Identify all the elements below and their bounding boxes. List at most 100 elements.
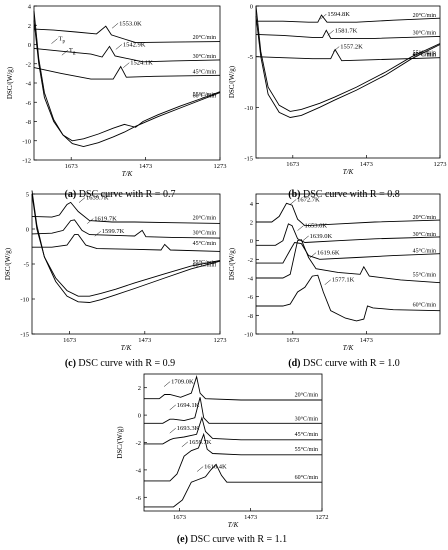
annotation-arrow-e-2 (169, 427, 176, 434)
series-label-e-1: 30°C/min (295, 415, 318, 422)
y-tick-label-a: -8 (26, 119, 31, 126)
series-label-e-0: 20°C/min (295, 391, 318, 398)
series-label-b-2: 45°C/min (413, 51, 436, 58)
panel-e: -6 -4 -2 0 2 1673 1473 1272 DSC/(W/g) T/K 20°C/min… (112, 368, 336, 545)
series-label-a-1: 30°C/min (193, 53, 216, 60)
chart-d: -10 -8 -6 -4 -2 0 2 4 1673 1473 DSC/(W/g) T/K 20°C/m… (228, 193, 441, 352)
panel-b: -15 -10 -5 0 1673 1473 1273 DSC/(W/g) T/K 20°C/mi… (224, 0, 448, 201)
annotation-d-3: 1619.6K (317, 250, 340, 257)
caption-e: (e) DSC curve with R = 1.1 (132, 534, 332, 545)
y-tick-label-e: 0 (138, 413, 141, 420)
series-line-e-3 (144, 432, 322, 482)
series-label-d-4: 60°C/min (413, 301, 436, 308)
y-tick-label-b: -10 (244, 105, 253, 112)
y-tick-label-c: 0 (26, 227, 29, 234)
series-line-a-4 (33, 10, 221, 147)
annotation-arrow-b-2 (333, 46, 340, 52)
y-tick-label-a: -12 (22, 158, 31, 165)
annotation-c-1: 1619.7K (94, 216, 117, 223)
series-label-c-0: 20°C/min (193, 215, 216, 222)
x-tick-label-b: 1273 (434, 161, 447, 168)
y-tick-label-a: -2 (26, 61, 31, 68)
series-label-c-2: 45°C/min (193, 240, 216, 247)
annotation-arrow-d-3 (309, 252, 317, 258)
y-tick-label-d: -10 (244, 332, 253, 339)
series-line-d-3 (256, 239, 441, 284)
annotation-arrow-c-1 (87, 218, 94, 224)
caption-b-text: DSC curve with R = 0.8 (302, 189, 400, 200)
y-axis-label-d: DSC/(W/g) (228, 247, 236, 280)
series-line-d-1 (256, 223, 441, 246)
annotation-b-2: 1557.2K (340, 44, 363, 51)
plot-frame-d (255, 193, 441, 335)
caption-e-text: DSC curve with R = 1.1 (190, 534, 288, 545)
y-tick-label-d: -8 (248, 313, 253, 320)
panel-a: -12 -10 -8 -6 -4 -2 0 2 4 1673 1473 1273 DSC/(W/g) T/… (0, 0, 227, 201)
annotation-arrow-a-1 (61, 50, 69, 56)
y-tick-label-a: 0 (28, 42, 31, 49)
y-tick-label-a: 4 (28, 4, 32, 11)
x-tick-label-d: 1673 (286, 337, 299, 344)
x-tick-label-c: 1273 (214, 337, 227, 344)
series-line-b-3 (255, 5, 441, 112)
panel-d: -10 -8 -6 -4 -2 0 2 4 1673 1473 DSC/(W/g) T/K 20°C/m… (224, 188, 448, 369)
series-label-c-1: 30°C/min (193, 229, 216, 236)
y-tick-label-d: 4 (250, 201, 254, 208)
y-tick-label-c: 5 (26, 192, 29, 199)
x-tick-label-a: 1273 (214, 163, 227, 170)
annotation-e-3: 1659.7K (189, 439, 212, 446)
chart-c: -15 -10 -5 0 5 1673 1473 1273 DSC/(W/g) T/K 20°C/m… (4, 190, 227, 352)
chart-e: -6 -4 -2 0 2 1673 1473 1272 DSC/(W/g) T/K 20°C/min… (116, 373, 329, 529)
x-tick-label-c: 1473 (138, 337, 151, 344)
annotation-arrow-e-3 (181, 441, 189, 448)
y-axis-label-c: DSC/(W/g) (4, 247, 12, 280)
series-label-d-3: 55°C/min (413, 271, 436, 278)
series-label-b-3: 55°C/min (413, 50, 436, 57)
series-line-b-2 (255, 48, 441, 62)
annotation-a-4: 1524.1K (130, 60, 153, 67)
series-line-b-1 (255, 29, 441, 39)
series-label-c-3: 55°C/min (193, 259, 216, 266)
y-tick-label-d: -2 (248, 257, 253, 264)
annotation-sub-a-1: g (73, 51, 76, 56)
y-tick-label-b: 0 (250, 4, 253, 11)
annotation-arrow-d-4 (324, 279, 331, 285)
x-tick-label-e: 1272 (316, 514, 329, 521)
annotation-b-0: 1594.8K (327, 11, 350, 18)
x-tick-label-a: 1473 (139, 163, 152, 170)
caption-d-text: DSC curve with R = 1.0 (302, 358, 400, 369)
series-line-c-2 (32, 234, 221, 252)
caption-b-label: (b) (288, 189, 301, 200)
series-label-a-3: 55°C/min (193, 91, 216, 98)
annotation-e-4: 1616.4K (204, 464, 227, 471)
series-label-d-1: 30°C/min (413, 231, 436, 238)
series-label-d-2: 45°C/min (413, 248, 436, 255)
annotation-arrow-c-0 (78, 197, 86, 203)
plot-frame-b (255, 5, 441, 159)
y-tick-label-e: -6 (136, 495, 142, 502)
series-line-b-0 (256, 14, 441, 23)
series-line-d-4 (256, 274, 441, 322)
annotation-arrow-b-0 (320, 13, 327, 20)
series-line-e-0 (144, 374, 322, 401)
annotation-e-1: 1694.1K (177, 402, 200, 409)
x-tick-label-a: 1673 (65, 163, 78, 170)
y-tick-label-e: -4 (136, 467, 142, 474)
x-tick-label-b: 1473 (360, 161, 373, 168)
series-line-a-0 (33, 25, 221, 44)
annotation-sub-a-0: p (62, 40, 65, 45)
y-tick-label-c: -10 (20, 297, 29, 304)
caption-a-text: DSC curve with R = 0.7 (78, 189, 176, 200)
series-line-c-0 (31, 201, 221, 224)
panel-c: -15 -10 -5 0 5 1673 1473 1273 DSC/(W/g) T/K 20°C/m… (0, 188, 227, 369)
annotation-arrow-e-1 (169, 404, 176, 411)
series-label-d-0: 20°C/min (413, 214, 436, 221)
series-label-c-4: 60°C/min (193, 262, 216, 269)
annotation-arrow-a-4 (123, 62, 130, 68)
series-label-a-2: 45°C/min (193, 68, 216, 75)
annotation-arrow-e-0 (163, 381, 171, 387)
series-label-b-0: 20°C/min (413, 12, 436, 19)
series-line-e-4 (144, 463, 322, 508)
chart-b: -15 -10 -5 0 1673 1473 1273 DSC/(W/g) T/K 20°C/mi… (228, 4, 447, 177)
x-tick-label-e: 1473 (244, 514, 257, 521)
